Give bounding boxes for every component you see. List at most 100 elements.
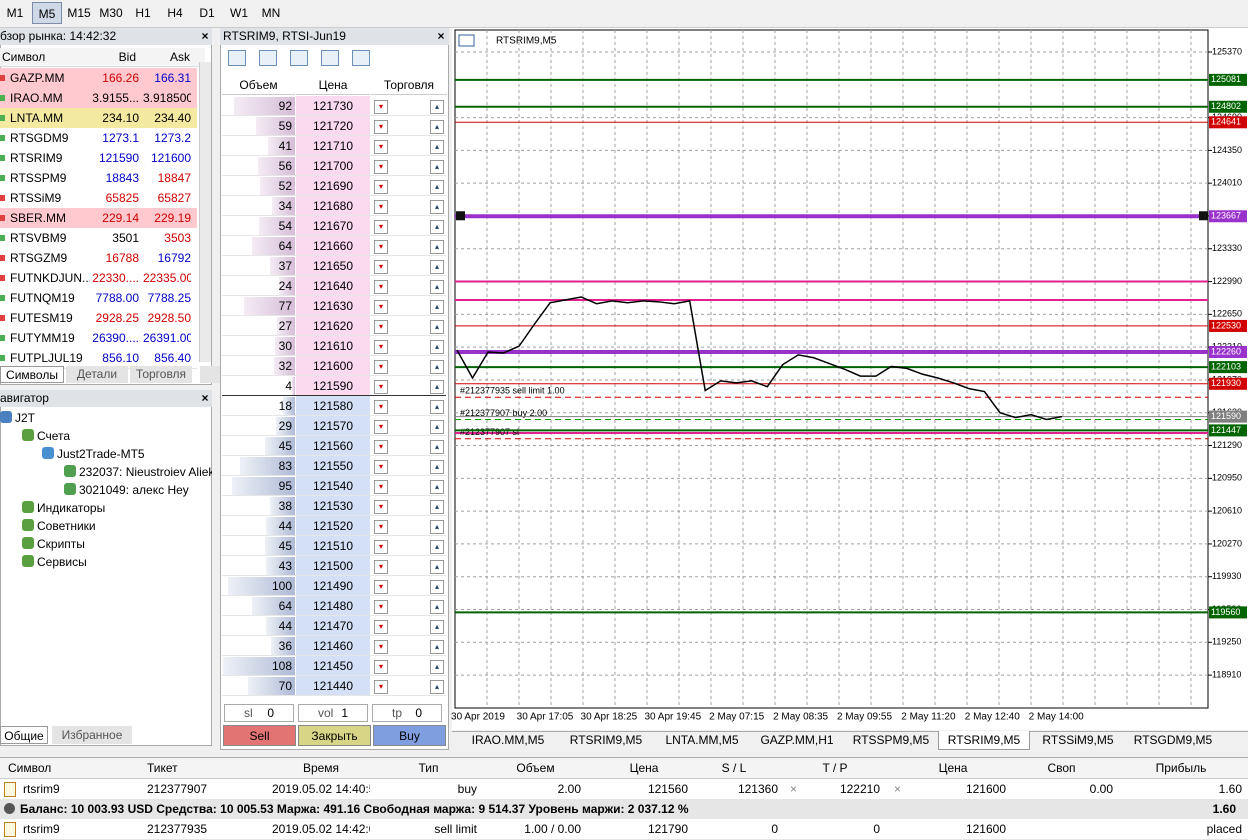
order-dropdown[interactable]: ▾ xyxy=(374,300,388,314)
order-up[interactable]: ▴ xyxy=(430,220,444,234)
order-dropdown[interactable]: ▾ xyxy=(374,380,388,394)
chart-tab[interactable]: RTSSPM9,M5 xyxy=(852,733,930,747)
tab[interactable]: Детали xyxy=(66,366,128,383)
tree-item[interactable]: Индикаторы xyxy=(37,501,106,515)
order-up[interactable]: ▴ xyxy=(430,180,444,194)
order-dropdown[interactable]: ▾ xyxy=(374,420,388,434)
timeframe-button[interactable]: M15 xyxy=(67,6,91,20)
order-up[interactable]: ▴ xyxy=(430,280,444,294)
order-up[interactable]: ▴ xyxy=(430,620,444,634)
order-dropdown[interactable]: ▾ xyxy=(374,480,388,494)
order-up[interactable]: ▴ xyxy=(430,580,444,594)
order-dropdown[interactable]: ▾ xyxy=(374,680,388,694)
order-dropdown[interactable]: ▾ xyxy=(374,620,388,634)
chart-tab[interactable]: RTSGDM9,M5 xyxy=(1133,733,1213,747)
order-up[interactable]: ▴ xyxy=(430,420,444,434)
order-up[interactable]: ▴ xyxy=(430,480,444,494)
order-up[interactable]: ▴ xyxy=(430,440,444,454)
order-up[interactable]: ▴ xyxy=(430,460,444,474)
timeframe-button[interactable]: MN xyxy=(261,6,281,20)
order-up[interactable]: ▴ xyxy=(430,320,444,334)
tree-item[interactable]: Скрипты xyxy=(37,537,85,551)
order-up[interactable]: ▴ xyxy=(430,160,444,174)
tool-icon[interactable] xyxy=(352,50,370,66)
tool-icon[interactable] xyxy=(290,50,308,66)
chart-tab[interactable]: GAZP.MM,H1 xyxy=(760,733,834,747)
order-up[interactable]: ▴ xyxy=(430,140,444,154)
order-dropdown[interactable]: ▾ xyxy=(374,180,388,194)
tree-item[interactable]: Советники xyxy=(37,519,96,533)
order-dropdown[interactable]: ▾ xyxy=(374,640,388,654)
timeframe-button[interactable]: W1 xyxy=(230,6,248,20)
order-dropdown[interactable]: ▾ xyxy=(374,660,388,674)
remove-icon[interactable]: × xyxy=(790,782,798,796)
order-up[interactable]: ▴ xyxy=(430,360,444,374)
order-dropdown[interactable]: ▾ xyxy=(374,280,388,294)
timeframe-button[interactable]: M30 xyxy=(99,6,123,20)
timeframe-button[interactable]: M5 xyxy=(32,2,62,24)
tree-item[interactable]: Сервисы xyxy=(37,555,87,569)
remove-icon[interactable]: × xyxy=(894,782,902,796)
order-up[interactable]: ▴ xyxy=(430,300,444,314)
order-dropdown[interactable]: ▾ xyxy=(374,500,388,514)
timeframe-button[interactable]: D1 xyxy=(199,6,215,20)
chart-tab[interactable]: RTSSiM9,M5 xyxy=(1042,733,1114,747)
order-up[interactable]: ▴ xyxy=(430,520,444,534)
order-up[interactable]: ▴ xyxy=(430,600,444,614)
order-up[interactable]: ▴ xyxy=(430,400,444,414)
tree-item[interactable]: 3021049: алекс Hey xyxy=(79,483,189,497)
tool-icon[interactable] xyxy=(228,50,246,66)
order-dropdown[interactable]: ▾ xyxy=(374,600,388,614)
order-dropdown[interactable]: ▾ xyxy=(374,460,388,474)
order-dropdown[interactable]: ▾ xyxy=(374,440,388,454)
order-dropdown[interactable]: ▾ xyxy=(374,340,388,354)
order-up[interactable]: ▴ xyxy=(430,200,444,214)
order-up[interactable]: ▴ xyxy=(430,260,444,274)
order-up[interactable]: ▴ xyxy=(430,500,444,514)
order-dropdown[interactable]: ▾ xyxy=(374,580,388,594)
tab[interactable]: Избранное xyxy=(52,726,132,744)
order-dropdown[interactable]: ▾ xyxy=(374,240,388,254)
order-dropdown[interactable]: ▾ xyxy=(374,400,388,414)
order-dropdown[interactable]: ▾ xyxy=(374,220,388,234)
tab[interactable]: Символы xyxy=(0,366,64,383)
tree-item[interactable]: J2T xyxy=(15,411,36,425)
tool-icon[interactable] xyxy=(321,50,339,66)
tool-icon[interactable] xyxy=(259,50,277,66)
order-up[interactable]: ▴ xyxy=(430,540,444,554)
order-up[interactable]: ▴ xyxy=(430,340,444,354)
order-dropdown[interactable]: ▾ xyxy=(374,160,388,174)
tab[interactable]: Общие xyxy=(0,726,48,744)
chart-tab[interactable]: LNTA.MM,M5 xyxy=(665,733,739,747)
order-dropdown[interactable]: ▾ xyxy=(374,560,388,574)
order-up[interactable]: ▴ xyxy=(430,240,444,254)
spin-box[interactable] xyxy=(372,704,442,722)
trade-button[interactable]: Закрыть xyxy=(298,725,371,746)
tab[interactable]: Торговля xyxy=(130,366,192,383)
order-up[interactable]: ▴ xyxy=(430,640,444,654)
order-up[interactable]: ▴ xyxy=(430,560,444,574)
order-dropdown[interactable]: ▾ xyxy=(374,200,388,214)
order-dropdown[interactable]: ▾ xyxy=(374,140,388,154)
order-dropdown[interactable]: ▾ xyxy=(374,540,388,554)
order-dropdown[interactable]: ▾ xyxy=(374,120,388,134)
trade-button[interactable]: Sell xyxy=(223,725,296,746)
timeframe-button[interactable]: H4 xyxy=(167,6,183,20)
order-dropdown[interactable]: ▾ xyxy=(374,360,388,374)
order-up[interactable]: ▴ xyxy=(430,660,444,674)
chart-tab[interactable]: RTSRIM9,M5 xyxy=(569,733,643,747)
trade-button[interactable]: Buy xyxy=(373,725,446,746)
tree-item[interactable]: 232037: Nieustroiev Alieks xyxy=(79,465,212,479)
order-up[interactable]: ▴ xyxy=(430,100,444,114)
order-up[interactable]: ▴ xyxy=(430,380,444,394)
order-dropdown[interactable]: ▾ xyxy=(374,320,388,334)
spin-box[interactable] xyxy=(224,704,294,722)
timeframe-button[interactable]: M1 xyxy=(6,6,24,20)
order-dropdown[interactable]: ▾ xyxy=(374,260,388,274)
tree-item[interactable]: Just2Trade-MT5 xyxy=(57,447,145,461)
order-dropdown[interactable]: ▾ xyxy=(374,100,388,114)
order-dropdown[interactable]: ▾ xyxy=(374,520,388,534)
chart-tab[interactable]: RTSRIM9,M5 xyxy=(938,731,1030,750)
timeframe-button[interactable]: H1 xyxy=(135,6,151,20)
order-up[interactable]: ▴ xyxy=(430,120,444,134)
